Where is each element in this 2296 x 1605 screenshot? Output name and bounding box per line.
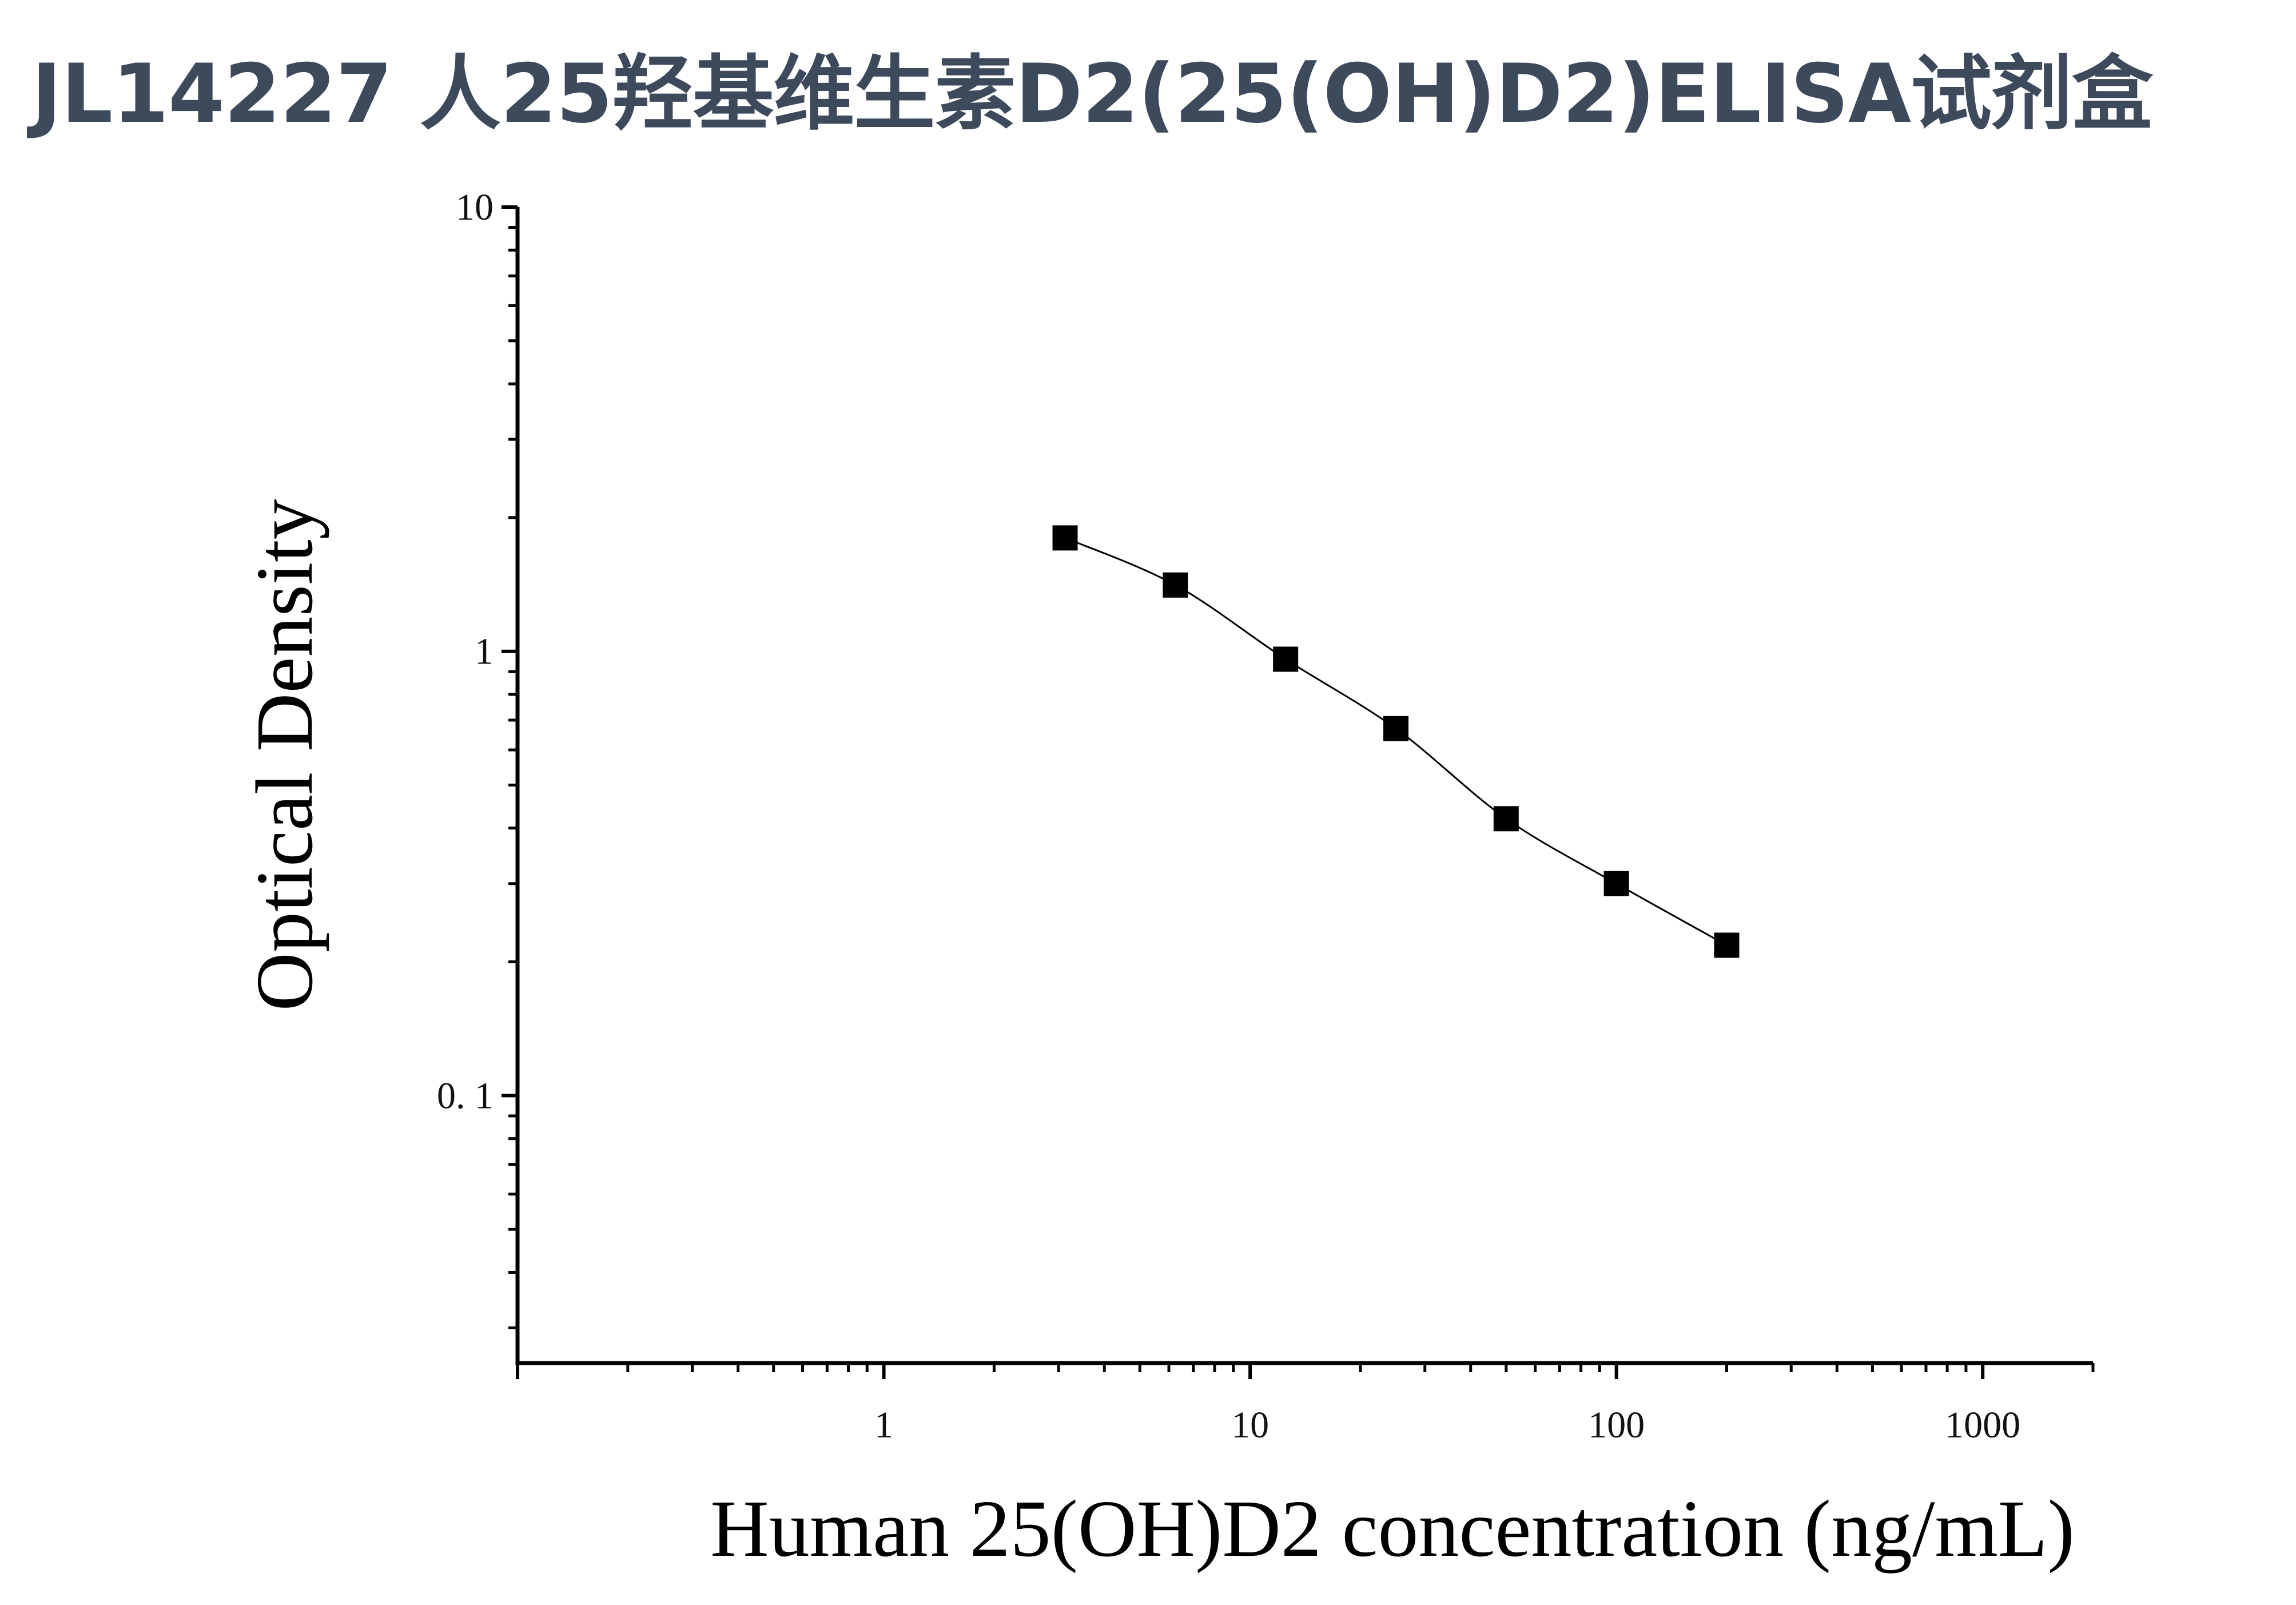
data-point <box>1163 572 1188 598</box>
data-point <box>1273 646 1299 672</box>
x-tick-labels: 1 10 100 1000 <box>874 1404 2020 1446</box>
data-point <box>1493 806 1519 832</box>
x-tick-label: 1 <box>874 1404 893 1446</box>
x-tick-label: 1000 <box>1945 1404 2020 1446</box>
y-axis-label: Optical Density <box>239 499 329 1011</box>
y-tick-label: 1 <box>475 631 494 673</box>
x-tick-label: 10 <box>1231 1404 1269 1446</box>
data-point <box>1603 871 1629 896</box>
y-tick-labels: 0. 1 1 10 <box>437 186 494 1117</box>
data-point <box>1714 932 1740 958</box>
y-tick-label: 0. 1 <box>437 1075 494 1117</box>
x-axis-label: Human 25(OH)D2 concentration (ng/mL) <box>710 1483 2075 1574</box>
y-tick-label: 10 <box>456 186 494 228</box>
y-ticks <box>502 205 518 1330</box>
x-tick-label: 100 <box>1588 1404 1645 1446</box>
data-points <box>1052 525 1740 958</box>
data-point <box>1383 716 1408 741</box>
x-ticks <box>516 1363 2095 1379</box>
data-point <box>1052 525 1078 551</box>
axes <box>515 207 2093 1365</box>
page-title: JL14227 人25羟基维生素D2(25(OH)D2)ELISA试剂盒 <box>31 47 2153 141</box>
